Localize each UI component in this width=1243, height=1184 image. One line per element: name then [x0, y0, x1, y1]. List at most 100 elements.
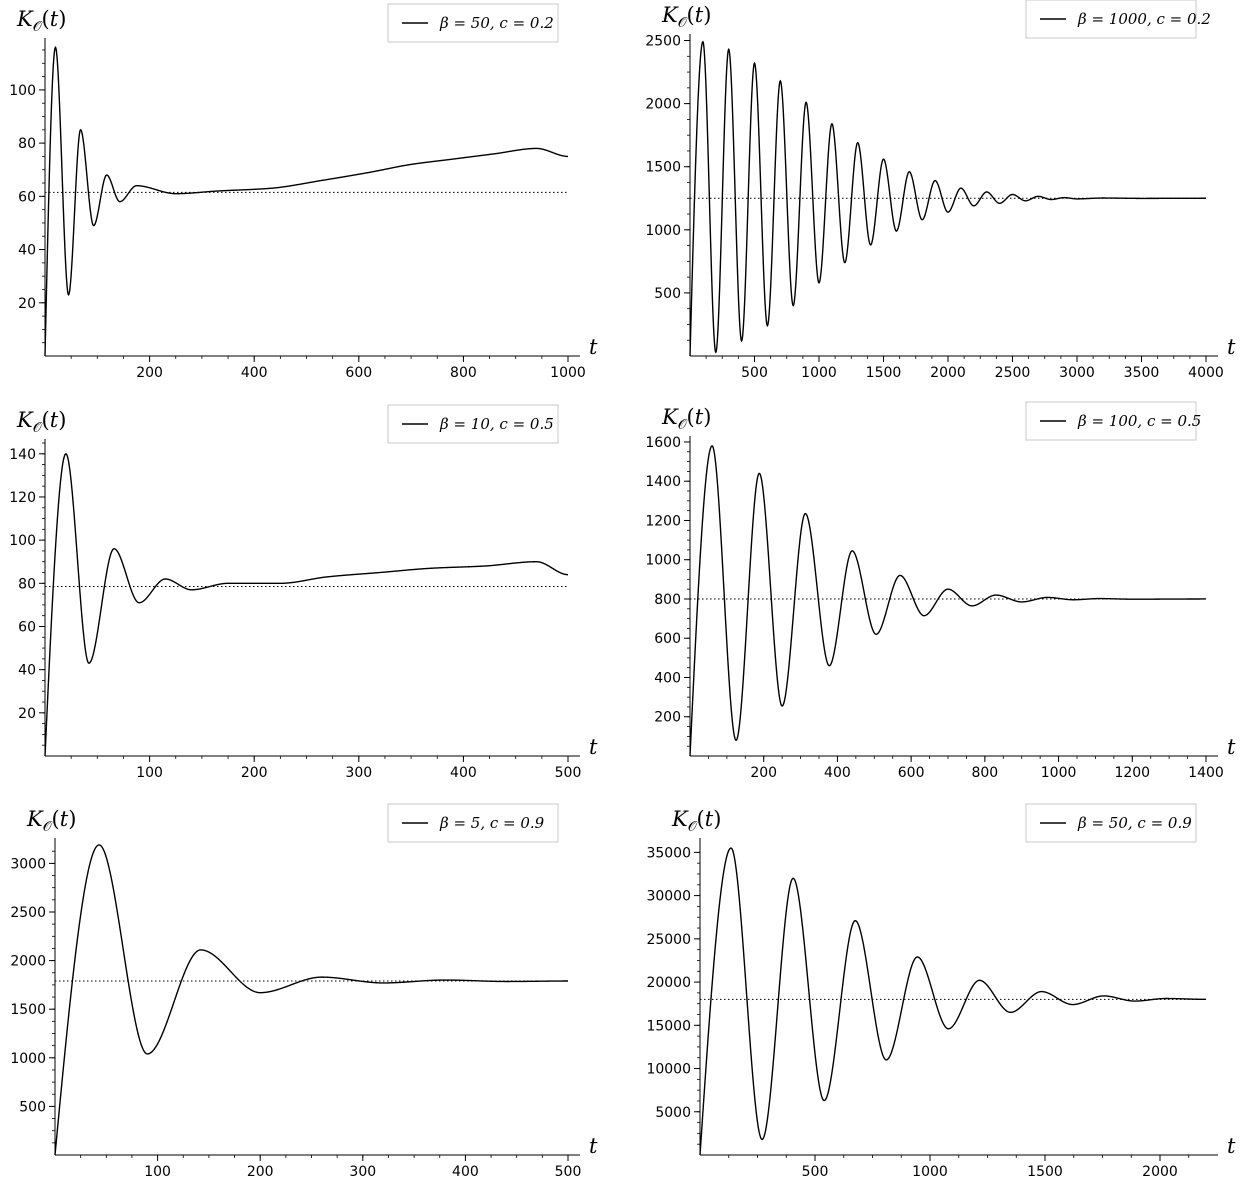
x-tick-label: 1500 — [1027, 1164, 1063, 1180]
y-axis-label: K𝒪(t) — [16, 408, 66, 436]
x-tick-label: 2500 — [995, 365, 1031, 381]
y-tick-label: 2500 — [645, 34, 681, 50]
x-axis-label: t — [589, 335, 598, 359]
y-tick-label: 400 — [654, 670, 681, 686]
x-tick-label: 600 — [898, 765, 925, 781]
x-tick-label: 500 — [555, 765, 582, 781]
legend-label: β = 5, c = 0.9 — [439, 814, 545, 832]
y-tick-label: 3000 — [10, 856, 46, 872]
y-tick-label: 1500 — [645, 160, 681, 176]
chart-panel-2: 500 1000 1500 2000 2500 3000 3500 4000 500 1000 15… — [645, 0, 1236, 381]
x-tick-label: 300 — [349, 1164, 376, 1180]
x-tick-label: 800 — [450, 365, 477, 381]
legend-label: β = 1000, c = 0.2 — [1077, 10, 1211, 28]
y-axis-label: K𝒪(t) — [661, 405, 711, 433]
x-axis-label: t — [589, 1134, 598, 1158]
series-line — [699, 847, 1206, 1156]
y-tick-label: 120 — [9, 490, 36, 506]
x-tick-label: 1000 — [550, 365, 586, 381]
x-tick-label: 400 — [241, 365, 268, 381]
y-tick-label: 40 — [18, 243, 36, 259]
y-tick-label: 20 — [18, 706, 36, 722]
y-tick-label: 1500 — [10, 1002, 46, 1018]
x-tick-label: 1400 — [1188, 765, 1224, 781]
y-tick-label: 2500 — [10, 905, 46, 921]
series-line — [44, 45, 568, 357]
y-tick-label: 80 — [18, 136, 36, 152]
y-tick-label: 1200 — [645, 513, 681, 529]
y-tick-label: 1000 — [645, 553, 681, 569]
y-tick-label: 25000 — [646, 932, 691, 948]
y-tick-label: 200 — [654, 710, 681, 726]
y-tick-label: 500 — [654, 286, 681, 302]
y-tick-label: 10000 — [646, 1062, 691, 1078]
x-axis-label: t — [1227, 735, 1236, 759]
y-tick-label: 2000 — [645, 97, 681, 113]
x-tick-label: 200 — [241, 765, 268, 781]
y-tick-label: 2000 — [10, 954, 46, 970]
y-tick-label: 100 — [9, 533, 36, 549]
y-tick-label: 5000 — [655, 1105, 691, 1121]
x-axis-label: t — [1227, 1134, 1236, 1158]
x-tick-label: 4000 — [1188, 365, 1224, 381]
x-axis-label: t — [589, 735, 598, 759]
y-axis-label: K𝒪(t) — [671, 807, 721, 835]
x-tick-label: 1000 — [912, 1164, 948, 1180]
x-tick-label: 3500 — [1124, 365, 1160, 381]
x-tick-label: 300 — [345, 765, 372, 781]
series-line — [689, 445, 1206, 757]
x-tick-label: 500 — [741, 365, 768, 381]
chart-panel-3: 100 200 300 400 500 20 40 60 80 100 120 140 K𝒪(t) t β … — [9, 404, 598, 781]
y-tick-label: 80 — [18, 576, 36, 592]
x-tick-label: 1000 — [1041, 765, 1077, 781]
legend-label: β = 100, c = 0.5 — [1077, 412, 1201, 430]
y-tick-label: 500 — [19, 1099, 46, 1115]
legend-label: β = 50, c = 0.2 — [439, 14, 554, 32]
x-tick-label: 2000 — [930, 365, 966, 381]
series-line — [54, 844, 568, 1156]
chart-panel-5: 100 200 300 400 500 500 1000 1500 2000 2500 3000 K𝒪… — [10, 803, 598, 1180]
y-tick-label: 600 — [654, 631, 681, 647]
x-tick-label: 1500 — [866, 365, 902, 381]
y-tick-label: 30000 — [646, 889, 691, 905]
series-line — [689, 40, 1206, 357]
y-tick-label: 20 — [18, 296, 36, 312]
y-axis-label: K𝒪(t) — [16, 7, 66, 35]
x-tick-label: 1000 — [801, 365, 837, 381]
y-tick-label: 20000 — [646, 975, 691, 991]
x-tick-label: 2000 — [1142, 1164, 1178, 1180]
y-tick-label: 140 — [9, 447, 36, 463]
y-tick-label: 60 — [18, 189, 36, 205]
x-tick-label: 500 — [555, 1164, 582, 1180]
x-tick-label: 400 — [452, 1164, 479, 1180]
x-tick-label: 400 — [824, 765, 851, 781]
x-tick-label: 100 — [136, 765, 163, 781]
chart-panel-4: 200 400 600 800 1000 1200 1400 200 400 600 800 1000… — [645, 401, 1236, 781]
x-axis-label: t — [1227, 335, 1236, 359]
y-tick-label: 60 — [18, 619, 36, 635]
legend-label: β = 10, c = 0.5 — [439, 415, 554, 433]
chart-panel-1: 200 400 600 800 1000 20 40 60 80 100 K𝒪(t) t β = 50,… — [9, 3, 598, 381]
y-tick-label: 1600 — [645, 435, 681, 451]
y-tick-label: 800 — [654, 592, 681, 608]
y-tick-label: 1000 — [645, 223, 681, 239]
x-tick-label: 600 — [345, 365, 372, 381]
x-tick-label: 500 — [802, 1164, 829, 1180]
y-axis-label: K𝒪(t) — [661, 3, 711, 31]
x-tick-label: 200 — [750, 765, 777, 781]
y-tick-label: 35000 — [646, 845, 691, 861]
y-tick-label: 40 — [18, 663, 36, 679]
y-tick-label: 15000 — [646, 1018, 691, 1034]
x-tick-label: 3000 — [1059, 365, 1095, 381]
y-tick-label: 100 — [9, 83, 36, 99]
series-line — [44, 453, 569, 757]
y-axis-label: K𝒪(t) — [26, 807, 76, 835]
x-tick-label: 200 — [247, 1164, 274, 1180]
y-tick-label: 1400 — [645, 474, 681, 490]
x-tick-label: 800 — [971, 765, 998, 781]
x-tick-label: 1200 — [1114, 765, 1150, 781]
y-tick-label: 1000 — [10, 1051, 46, 1067]
x-tick-label: 200 — [136, 365, 163, 381]
x-tick-label: 100 — [144, 1164, 171, 1180]
